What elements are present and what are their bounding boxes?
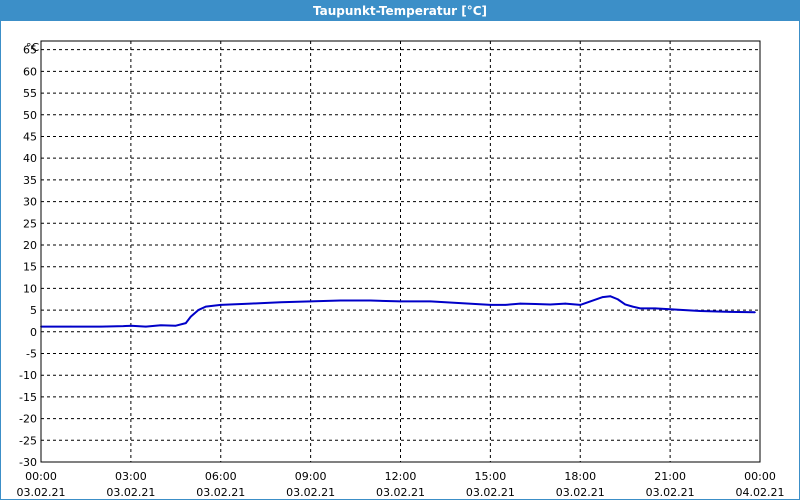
x-tick-time-label: 09:00 xyxy=(295,470,327,483)
series-point xyxy=(754,311,756,314)
y-tick-label: 65 xyxy=(23,44,37,57)
series-point xyxy=(609,295,612,298)
y-tick-label: 15 xyxy=(23,261,37,274)
y-tick-label: -25 xyxy=(19,434,37,447)
series-point xyxy=(175,324,177,327)
y-axis-unit-label: °C xyxy=(26,41,40,54)
y-tick-label: 30 xyxy=(23,196,37,209)
series-point xyxy=(459,302,462,304)
series-point xyxy=(184,322,187,324)
series-point xyxy=(249,302,252,305)
series-point xyxy=(189,315,192,318)
series-point xyxy=(489,304,492,306)
x-tick-time-label: 15:00 xyxy=(475,470,507,483)
x-tick-time-label: 18:00 xyxy=(564,470,596,483)
chart-grid xyxy=(41,41,760,462)
y-tick-label: 10 xyxy=(23,282,37,295)
y-tick-label: 25 xyxy=(23,217,37,230)
series-point xyxy=(130,324,132,327)
series-line xyxy=(41,295,756,328)
y-tick-label: 55 xyxy=(23,87,37,100)
x-tick-date-label: 03.02.21 xyxy=(196,486,245,499)
plot-frame xyxy=(40,40,761,463)
y-tick-label: 0 xyxy=(30,326,37,339)
series-point xyxy=(204,305,207,308)
x-tick-time-label: 12:00 xyxy=(385,470,417,483)
x-tick-date-label: 04.02.21 xyxy=(736,486,785,499)
y-tick-label: 20 xyxy=(23,239,37,252)
series-point xyxy=(369,299,372,302)
x-tick-date-label: 03.02.21 xyxy=(466,486,515,499)
y-tick-label: 60 xyxy=(23,65,37,78)
series-point xyxy=(654,307,656,310)
series-point xyxy=(699,310,701,312)
series-point xyxy=(639,307,641,310)
x-tick-date-label: 03.02.21 xyxy=(556,486,605,499)
series-point xyxy=(729,311,731,313)
series-point xyxy=(589,300,592,303)
y-tick-label: -5 xyxy=(26,347,37,360)
window-title: Taupunkt-Temperatur [°C] xyxy=(1,1,799,21)
series-point xyxy=(219,304,222,306)
series-point xyxy=(399,300,402,303)
x-tick-time-label: 03:00 xyxy=(115,470,147,483)
series-point xyxy=(429,300,432,303)
series-point xyxy=(309,300,312,303)
series-point xyxy=(631,305,634,308)
y-tick-label: 5 xyxy=(30,304,37,317)
x-tick-time-label: 00:00 xyxy=(744,470,776,483)
y-tick-label: -20 xyxy=(19,413,37,426)
x-tick-time-label: 21:00 xyxy=(654,470,686,483)
y-axis: 65605550454035302520151050-5-10-15-20-25… xyxy=(19,44,37,469)
x-tick-date-label: 03.02.21 xyxy=(376,486,425,499)
series-point xyxy=(145,325,147,328)
series-point xyxy=(504,304,507,306)
x-tick-time-label: 06:00 xyxy=(205,470,237,483)
x-tick-date-label: 03.02.21 xyxy=(646,486,695,499)
y-tick-label: -15 xyxy=(19,391,37,404)
x-tick-date-label: 03.02.21 xyxy=(17,486,66,499)
series-point xyxy=(519,302,522,305)
series-point xyxy=(197,309,200,311)
x-axis: 00:00 03.02.21 03:00 03.02.21 06:00 03.02.21 0… xyxy=(17,470,785,499)
series-point xyxy=(534,303,537,305)
x-tick-date-label: 03.02.21 xyxy=(286,486,335,499)
series-layer xyxy=(40,295,756,328)
series-point xyxy=(279,301,282,304)
series-point xyxy=(160,324,162,327)
y-tick-label: 40 xyxy=(23,152,37,165)
series-point xyxy=(549,303,552,306)
y-tick-label: -30 xyxy=(19,456,37,469)
y-tick-label: 50 xyxy=(23,109,37,122)
x-tick-time-label: 00:00 xyxy=(25,470,57,483)
series-point xyxy=(616,298,619,301)
series-point xyxy=(100,325,102,328)
series-point xyxy=(579,304,582,306)
y-tick-label: -10 xyxy=(19,369,37,382)
series-point xyxy=(669,308,671,311)
x-tick-date-label: 03.02.21 xyxy=(106,486,155,499)
series-point xyxy=(339,299,342,302)
series-point xyxy=(601,296,604,298)
series-point xyxy=(564,302,567,305)
series-point xyxy=(122,325,125,327)
series-point xyxy=(624,303,626,306)
y-tick-label: 45 xyxy=(23,130,37,143)
series-point xyxy=(70,325,72,328)
dew-point-chart: °C 65605550454035302520151050-5-10-15-20… xyxy=(17,40,785,499)
y-tick-label: 35 xyxy=(23,174,37,187)
